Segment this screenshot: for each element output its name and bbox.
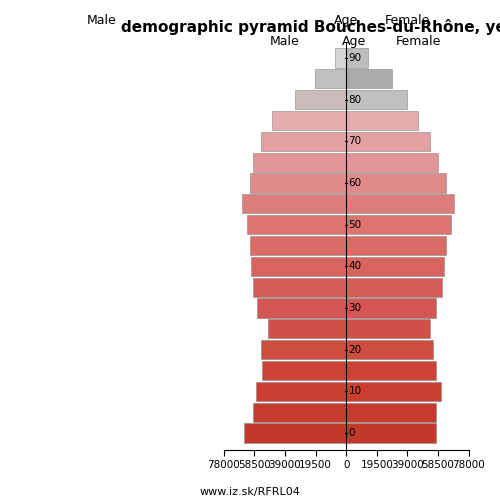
Bar xyxy=(346,298,436,318)
Text: 70: 70 xyxy=(348,136,362,146)
Text: 90: 90 xyxy=(348,53,362,63)
Text: Male: Male xyxy=(270,34,300,48)
Bar xyxy=(268,319,346,338)
Bar xyxy=(256,382,346,401)
Bar xyxy=(272,111,346,130)
Bar xyxy=(346,402,436,421)
Bar xyxy=(346,69,393,88)
Bar xyxy=(244,424,346,442)
Text: 80: 80 xyxy=(348,94,362,104)
Text: 0: 0 xyxy=(348,428,355,438)
Bar xyxy=(250,174,346,193)
Bar xyxy=(346,48,368,68)
Bar xyxy=(346,132,430,151)
Bar xyxy=(254,152,346,172)
Bar xyxy=(256,298,346,318)
Text: 30: 30 xyxy=(348,303,362,313)
Bar xyxy=(247,215,346,234)
Bar xyxy=(252,278,346,296)
Text: Female: Female xyxy=(396,34,441,48)
Text: 50: 50 xyxy=(348,220,362,230)
Bar xyxy=(346,278,442,296)
Bar xyxy=(250,236,346,255)
Text: Age: Age xyxy=(342,34,366,48)
Text: www.iz.sk/RFRL04: www.iz.sk/RFRL04 xyxy=(200,487,300,497)
Bar xyxy=(346,256,444,276)
Bar xyxy=(346,152,438,172)
Bar xyxy=(262,340,346,359)
Text: 20: 20 xyxy=(348,344,362,354)
Bar xyxy=(252,402,346,421)
Bar xyxy=(346,319,430,338)
Bar xyxy=(335,48,346,68)
Bar xyxy=(251,256,346,276)
Bar xyxy=(346,174,446,193)
Bar xyxy=(346,361,436,380)
Text: 40: 40 xyxy=(348,262,362,272)
Bar xyxy=(346,340,434,359)
Title: demographic pyramid Bouches-du-Rhône, year 2022: demographic pyramid Bouches-du-Rhône, ye… xyxy=(120,20,500,36)
Text: 10: 10 xyxy=(348,386,362,396)
Text: Female: Female xyxy=(384,14,430,27)
Bar xyxy=(346,111,418,130)
Bar xyxy=(346,236,446,255)
Text: Male: Male xyxy=(86,14,116,27)
Bar xyxy=(346,194,454,214)
Bar xyxy=(346,215,451,234)
Bar xyxy=(295,90,346,109)
Bar xyxy=(260,132,346,151)
Bar xyxy=(262,361,346,380)
Bar xyxy=(346,382,441,401)
Bar xyxy=(346,424,436,442)
Text: 60: 60 xyxy=(348,178,362,188)
Bar xyxy=(242,194,346,214)
Bar xyxy=(346,90,406,109)
Text: Age: Age xyxy=(334,14,358,27)
Bar xyxy=(314,69,346,88)
